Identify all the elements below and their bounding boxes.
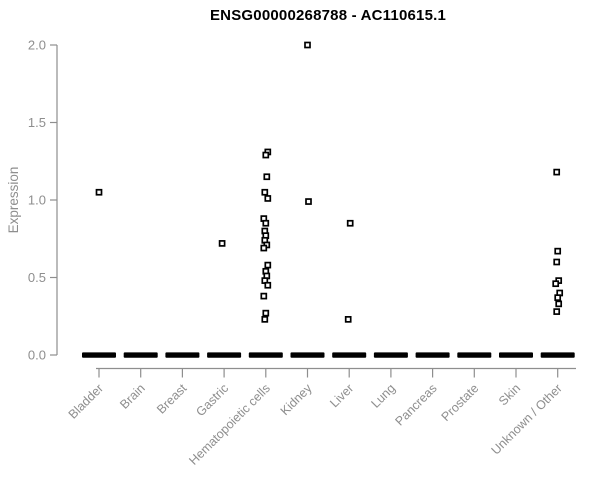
data-point (305, 198, 312, 205)
data-point (346, 219, 354, 227)
data-point (260, 244, 268, 252)
data-point (262, 219, 270, 227)
data-point (555, 300, 563, 308)
zero-expression-cluster (540, 352, 575, 358)
data-point (554, 294, 562, 301)
y-tick-label: 2.0 (28, 38, 46, 53)
data-point (552, 280, 560, 288)
x-tick-label: Brain (117, 381, 148, 412)
data-point (260, 292, 268, 300)
data-point (344, 316, 352, 323)
x-tick-label: Hematopoietic cells (186, 381, 273, 468)
y-tick-label: 0.0 (28, 348, 46, 363)
data-point (218, 240, 226, 247)
x-tick-label: Prostate (439, 381, 482, 424)
data-point (262, 309, 270, 317)
data-point (553, 168, 561, 176)
data-point (553, 308, 561, 315)
x-tick-label: Bladder (66, 381, 106, 421)
zero-expression-cluster (207, 352, 242, 358)
data-point (95, 188, 103, 196)
x-tick-label: Unknown / Other (489, 381, 565, 457)
zero-expression-cluster (415, 352, 450, 358)
x-tick-label: Kidney (278, 381, 315, 418)
zero-expression-cluster (123, 352, 158, 358)
data-point (263, 173, 271, 181)
x-tick-label: Skin (496, 381, 523, 408)
data-point (304, 41, 311, 49)
zero-expression-cluster (82, 352, 116, 358)
y-tick-label: 1.0 (28, 193, 46, 208)
zero-expression-cluster (165, 352, 200, 358)
data-point (264, 281, 272, 289)
y-tick-label: 0.5 (28, 270, 46, 285)
y-tick-label: 1.5 (28, 115, 46, 130)
data-point (261, 188, 269, 196)
data-point (264, 195, 272, 202)
zero-expression-cluster (290, 352, 325, 358)
y-axis-label: Expression (6, 167, 21, 234)
zero-expression-cluster (248, 352, 283, 358)
data-point (262, 151, 270, 159)
data-point (554, 247, 562, 255)
data-point (264, 261, 272, 269)
x-tick-label: Breast (154, 381, 190, 417)
chart-title: ENSG00000268788 - AC110615.1 (209, 7, 447, 24)
x-tick-label: Gastric (193, 381, 231, 419)
zero-expression-cluster (499, 352, 533, 358)
x-tick-label: Pancreas (392, 381, 439, 428)
data-point (261, 316, 269, 323)
x-tick-label: Liver (327, 381, 356, 410)
zero-expression-cluster (332, 352, 367, 358)
x-tick-label: Lung (368, 381, 398, 411)
zero-expression-cluster (373, 352, 408, 358)
data-point (553, 258, 561, 266)
zero-expression-cluster (457, 352, 492, 358)
